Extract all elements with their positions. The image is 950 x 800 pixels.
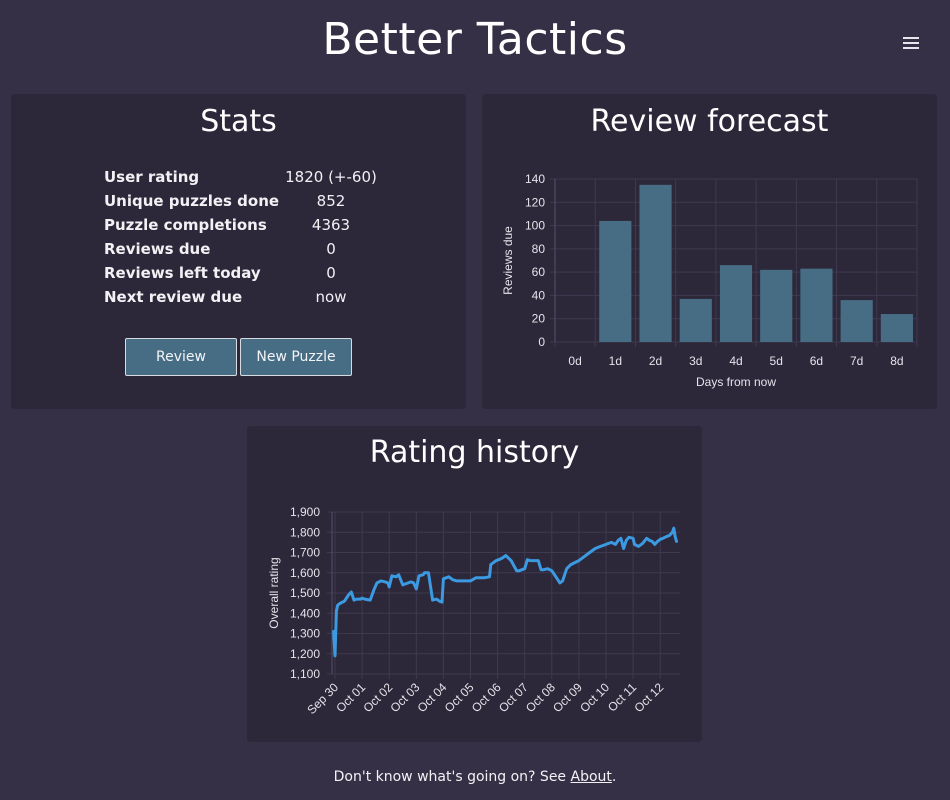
stats-panel: Stats User rating 1820 (+-60) Unique puzzl… [11,94,466,409]
x-tick-label: Oct 04 [415,680,450,715]
x-axis-label: Days from now [696,375,776,389]
footer: Don't know what's going on? See About. [0,769,950,785]
x-tick-label: 8d [890,354,903,368]
bar [719,265,753,342]
rating-history-chart: 1,100 1,200 1,300 1,400 1,500 1,600 1,700 1,800… [267,505,680,717]
y-tick-label: 20 [532,312,546,326]
y-tick-label: 1,300 [290,627,320,641]
footer-suffix: . [611,769,617,785]
x-tick-label: Oct 10 [577,680,612,715]
bar [639,184,672,342]
bar [880,314,913,342]
new-puzzle-button[interactable]: New Puzzle [240,338,352,376]
x-tick-label: 2d [649,354,662,368]
y-tick-label: 0 [538,335,545,349]
review-button[interactable]: Review [125,338,237,376]
stats-row: Reviews due 0 [104,237,381,261]
y-tick-label: 60 [532,265,546,279]
y-tick-label: 40 [532,288,546,302]
review-forecast-chart: 0 20 40 60 80 100 120 140 0d 1d 2d 3d 4d 5d 6d 7d 8d Days… [501,172,918,389]
stat-label: User rating [104,168,200,186]
y-tick-label: 1,600 [290,566,320,580]
x-tick-label: Oct 02 [360,680,395,715]
forecast-panel: Review forecast 0 20 40 60 80 100 120 140 0d 1d 2d… [482,94,937,409]
x-tick-label: 0d [568,354,581,368]
y-tick-label: 1,100 [290,667,320,681]
about-link[interactable]: About [570,769,612,785]
x-tick-label: 6d [810,354,823,368]
stat-label: Reviews due [104,240,211,258]
y-tick-label: 1,500 [290,586,320,600]
y-tick-label: 140 [525,172,545,186]
stat-label: Unique puzzles done [104,192,280,210]
stats-table: User rating 1820 (+-60) Unique puzzles don… [104,165,381,309]
bar [840,300,873,342]
x-tick-label: 4d [729,354,742,368]
stat-value: 0 [326,240,336,258]
y-tick-label: 1,900 [290,505,320,519]
x-tick-label: Oct 05 [442,680,477,715]
x-tick-label: 5d [770,354,783,368]
x-tick-label: 1d [609,354,622,368]
stat-label: Next review due [104,288,243,306]
x-tick-label: Oct 06 [469,680,504,715]
stats-row: Puzzle completions 4363 [104,213,381,237]
stat-label: Puzzle completions [104,216,267,234]
y-tick-label: 80 [532,242,546,256]
x-tick-label: 3d [689,354,702,368]
app-title: Better Tactics [322,14,628,65]
stat-value: 1820 (+-60) [285,168,377,186]
history-title: Rating history [369,435,580,470]
stats-row: User rating 1820 (+-60) [104,165,381,189]
stat-label: Reviews left today [104,264,261,282]
x-tick-label: Oct 12 [631,680,666,715]
y-tick-label: 1,400 [290,606,320,620]
stat-value: 852 [316,192,346,210]
footer-text: Don't know what's going on? See [333,769,571,785]
stats-row: Next review due now [104,285,381,309]
x-tick-label: Oct 07 [496,680,531,715]
y-axis-label: Reviews due [501,226,515,295]
forecast-title: Review forecast [590,104,829,139]
bar [800,268,833,342]
y-tick-label: 120 [525,195,545,209]
stats-title: Stats [200,104,277,139]
x-tick-label: Oct 09 [550,680,585,715]
hamburger-menu-icon[interactable] [900,35,922,51]
y-tick-label: 1,700 [290,546,320,560]
rating-line [332,526,678,658]
x-tick-label: Oct 01 [333,680,368,715]
history-panel: Rating history 1,100 1,200 1,300 1,400 1,500… [247,426,702,742]
x-tick-label: Oct 08 [523,680,558,715]
stat-value: now [315,288,347,306]
stat-value: 0 [326,264,336,282]
y-tick-label: 1,800 [290,525,320,539]
y-tick-label: 1,200 [290,647,320,661]
stats-row: Reviews left today 0 [104,261,381,285]
y-axis-label: Overall rating [267,557,281,628]
y-tick-label: 100 [525,219,545,233]
stats-row: Unique puzzles done 852 [104,189,381,213]
x-tick-label: 7d [850,354,863,368]
x-tick-label: Oct 03 [388,680,423,715]
bar [599,220,632,342]
stat-value: 4363 [311,216,351,234]
x-tick-label: Sep 30 [304,680,341,717]
bar [760,269,793,342]
bar [679,298,712,342]
